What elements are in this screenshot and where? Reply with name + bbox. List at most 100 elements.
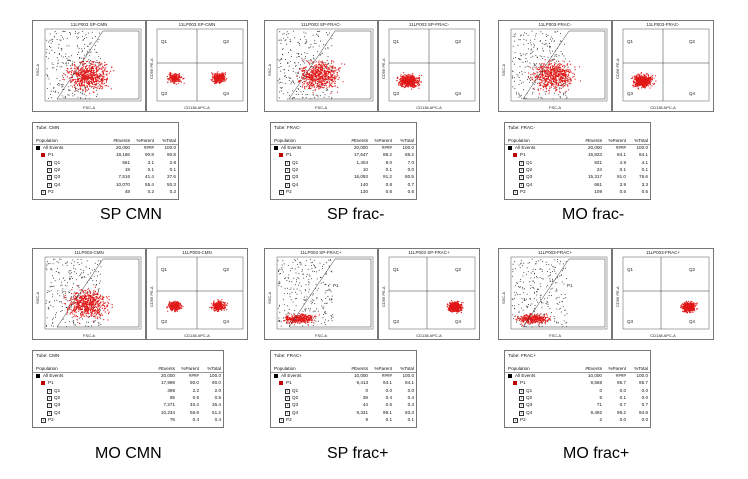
row-population: Q1 [54,387,61,393]
row-population: Q1 [292,159,299,165]
row-parent: 0.2 [147,188,154,194]
scatter-plot: 11LP003 SP-FRAC- SSC-A FSC-A [264,20,378,112]
scatter-plot-title: 11LP003-FRAC- [538,22,572,27]
quadrant-x-axis-label: CD138 APC-A [650,105,676,110]
row-parent: 41.4 [145,174,154,180]
table-row: P1 17,999 90.0 90.0 [33,380,223,386]
header-population: Population [36,138,58,143]
row-total: 94.1 [405,380,414,386]
panel-caption: MO frac+ [563,445,630,462]
row-population: P2 [520,188,526,194]
table-row: × P2 109 0.5 0.5 [505,189,650,195]
row-total: 88.2 [405,152,414,158]
quadrant-checkbox: × [47,160,52,166]
statistics-table: Tube: FRAC+ Population #Events %Parent %Tota… [504,350,651,428]
row-total: 0.4 [407,402,414,408]
panel-caption: MO frac- [562,206,625,223]
p1-swatch [41,381,45,386]
header-events: #Events [585,366,602,371]
table-row: × Q4 10,070 55.4 50.3 [33,182,178,188]
facs-panel: 11LP003 SP-FRAC+ SSC-A FSC-A P1 11LP003 SP-F… [264,248,480,428]
row-events: 76 [169,416,175,422]
row-population: Q2 [54,394,61,400]
tube-label: Tube: [274,125,286,130]
row-population: All Events [43,145,64,150]
header-total: %Total [162,138,176,143]
quadrant-checkbox: × [47,395,52,401]
row-events: 9 [365,416,368,422]
table-header: Population #Events %Parent %Total [33,138,178,145]
row-population: P2 [286,416,292,422]
header-parent: %Parent [181,366,199,371]
all-events-swatch [508,374,512,378]
row-parent: #### [381,373,392,378]
scatter-plot-title: 11LP003-FRAC+ [537,250,573,255]
scatter-plot-title: 11LP003-CMN [74,250,104,255]
table-row: All Events 20,000 #### 100.0 [33,145,178,151]
tube-label: Tube: [36,125,48,130]
row-total: 100.0 [164,145,177,150]
row-events: 16,823 [587,152,602,158]
quadrant-label-q3: Q3 [161,91,168,96]
quadrant-x-axis-label: CD138 APC-A [184,333,210,338]
all-events-swatch [508,146,512,150]
row-total: 2.8 [169,159,176,165]
row-parent: #### [143,145,154,150]
quadrant-plot-title: 11LP003 SP-FRAC+ [408,250,450,255]
quadrant-label-q2: Q2 [455,39,462,44]
row-total: 100.0 [209,373,222,378]
all-events-swatch [36,374,40,378]
row-total: 0.0 [641,387,648,393]
row-events: 9,331 [356,409,369,415]
quadrant-plot-title: 11LP003-FRAC- [646,22,680,27]
row-parent: 0.1 [619,394,626,400]
table-row: × Q1 561 3.1 2.8 [33,160,178,166]
quadrant-label-q1: Q1 [393,39,400,44]
row-total: 0.6 [407,188,414,194]
table-header: Population #Events %Parent %Total [271,366,416,373]
row-population: Q4 [54,409,61,415]
table-row: × Q3 16,093 91.2 80.5 [271,174,416,181]
row-events: 95 [169,394,175,400]
quadrant-checkbox: × [47,410,52,416]
quadrant-x-axis-label: CD138 APC-A [650,333,676,338]
table-row: × Q1 0 0.0 0.0 [271,388,416,394]
row-events: 19 [124,166,130,172]
row-total: 7.0 [407,159,414,165]
row-population: P2 [286,188,292,194]
row-total: 80.5 [405,174,414,180]
table-row: × Q3 7,516 41.4 37.6 [33,174,178,181]
table-row: × Q2 5 0.1 0.0 [505,395,650,401]
quadrant-plot: 11LP003-CMN CD56 PE-A CD138 APC-A Q1 Q2 Q3 Q4 [146,248,248,340]
table-row: × Q3 7,271 40.4 36.4 [33,402,223,409]
row-parent: 88.2 [383,152,392,158]
row-total: 0.0 [641,416,648,422]
table-row: × Q4 9,331 99.1 93.3 [271,410,416,416]
row-parent: 0.5 [192,394,199,400]
row-events: 398 [167,387,175,393]
quadrant-plot: 11LP003-FRAC- CD56 PE-A CD138 APC-A Q1 Q2 Q3 Q… [612,20,714,112]
row-parent: 0.5 [385,402,392,408]
row-events: 17,999 [160,380,175,386]
quadrant-x-axis-label: CD138 APC-A [416,105,442,110]
table-row: × Q4 10,234 56.9 51.2 [33,410,223,416]
row-population: Q3 [54,402,61,408]
table-row: All Events 10,000 #### 100.0 [271,373,416,379]
row-events: 821 [594,159,602,165]
facs-panel: 11LP003-FRAC+ SSC-A FSC-A P1 11LP003-FRAC+ CD… [498,248,714,428]
quadrant-label-q4: Q4 [689,91,696,96]
quadrant-plot: 11LP003 SP-FRAC- CD56 PE-A CD138 APC-A Q1 Q2… [378,20,480,112]
table-header: Population #Events %Parent %Total [505,138,650,145]
row-population: Q3 [526,402,533,408]
header-parent: %Parent [608,138,626,143]
row-total: 84.1 [639,152,648,158]
p2-checkbox: × [513,189,518,195]
quadrant-checkbox: × [519,167,524,173]
row-population: Q1 [292,387,299,393]
quadrant-label-q2: Q2 [223,267,230,272]
header-events: #Events [351,366,368,371]
row-total: 0.1 [169,166,176,172]
facs-panel: 11LP003 SP-FRAC- SSC-A FSC-A 11LP003 SP-FRA… [264,20,480,200]
header-population: Population [274,138,296,143]
gate-label-p1: P1 [333,283,339,288]
